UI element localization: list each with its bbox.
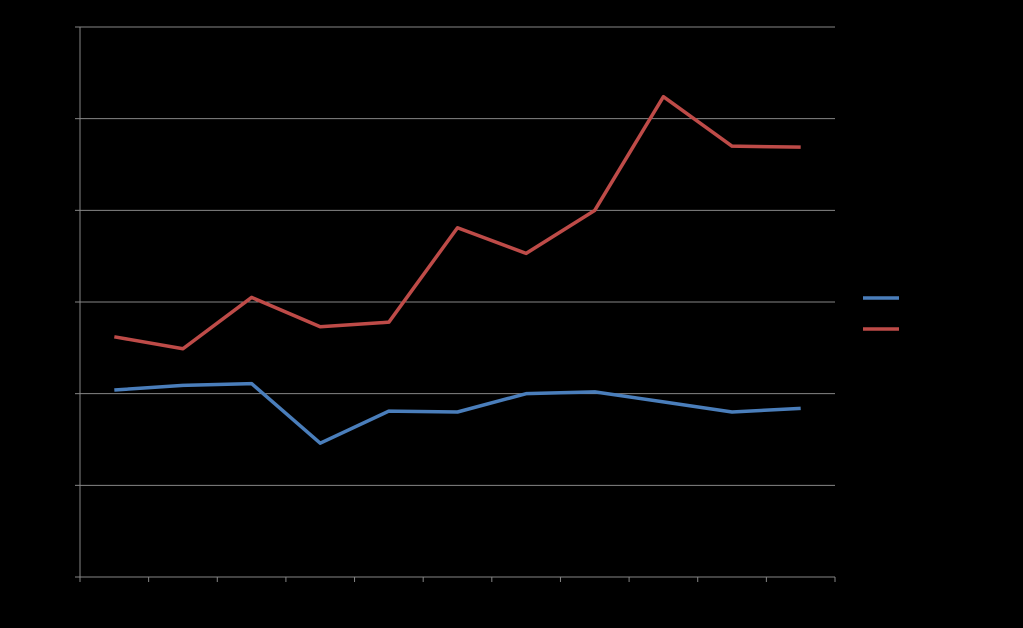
y-tick-label: 5 bbox=[63, 111, 70, 125]
series-line bbox=[114, 381, 801, 445]
y-tick-label: 6 bbox=[63, 19, 70, 33]
series-line bbox=[114, 94, 801, 351]
y-tick-label: 2 bbox=[63, 386, 70, 400]
y-tick-label: 4 bbox=[63, 203, 70, 217]
y-tick-label: 1 bbox=[63, 478, 70, 492]
y-tick-label: 3 bbox=[63, 294, 70, 308]
y-tick-label: 0 bbox=[63, 569, 70, 583]
